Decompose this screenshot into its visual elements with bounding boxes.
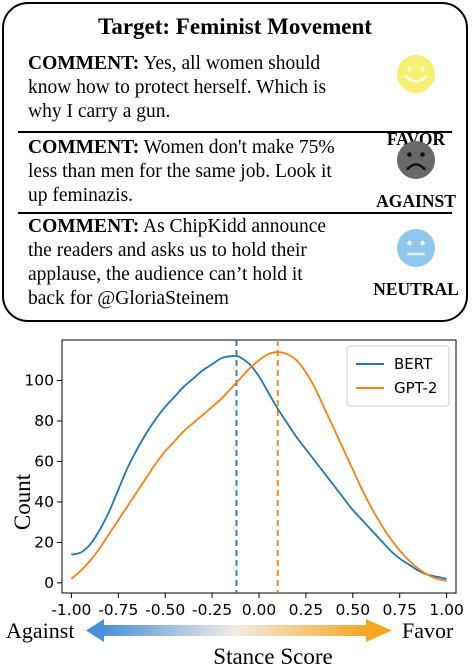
- y-tick-label: 80: [34, 412, 54, 430]
- y-tick-label: 0: [44, 574, 54, 592]
- comment-line: Women don't make 75%: [143, 137, 335, 158]
- series-line-gpt-2: [70, 351, 447, 582]
- x-tick-label: 0.00: [242, 601, 277, 619]
- legend-box: [346, 345, 450, 407]
- stance-examples-card: Target: Feminist Movement COMMENT: Yes, …: [2, 2, 468, 322]
- comment-line: less than men for the same job. Look it: [28, 161, 332, 182]
- against-label: Against: [6, 618, 74, 643]
- arrow-left-icon: [86, 619, 104, 642]
- y-tick-label: 20: [34, 533, 54, 551]
- y-axis-label: Count: [10, 473, 35, 530]
- comment-prefix: COMMENT:: [28, 53, 140, 74]
- legend: BERT GPT-2: [346, 345, 450, 407]
- legend-entry: GPT-2: [394, 379, 437, 397]
- stance-colorbar: Against Favor: [6, 618, 454, 643]
- comment-prefix: COMMENT:: [28, 216, 140, 237]
- comment-against: COMMENT: Women don't make 75% less than …: [28, 136, 368, 208]
- x-tick-label: 0.75: [382, 601, 417, 619]
- x-tick-label: 1.00: [429, 601, 464, 619]
- x-tick-label: 0.25: [289, 601, 324, 619]
- gradient-bar: [103, 625, 367, 636]
- comment-line: the readers and asks us to hold their: [28, 240, 307, 261]
- series-line-bert: [71, 355, 447, 580]
- y-tick-label: 40: [34, 493, 54, 511]
- neutral-face-icon: [397, 229, 435, 267]
- stance-score-chart: -1.00 -0.75 -0.50 -0.25 0.00 0.25 0.50 0.75 1.00…: [6, 339, 464, 669]
- plot-area: -1.00 -0.75 -0.50 -0.25 0.00 0.25 0.50 0.75 1.00…: [24, 339, 464, 619]
- x-axis-label: Stance Score: [213, 644, 332, 669]
- smiling-face-icon: [397, 55, 435, 93]
- comment-favor: COMMENT: Yes, all women should know how …: [28, 52, 368, 124]
- comment-line: know how to protect herself. Which is: [28, 77, 327, 98]
- x-tick-label: -0.50: [145, 601, 185, 619]
- separator: [18, 212, 452, 214]
- comment-neutral: COMMENT: As ChipKidd announce the reader…: [28, 215, 368, 311]
- comment-line: As ChipKidd announce: [143, 216, 327, 237]
- arrow-right-icon: [366, 619, 392, 642]
- series-layer: [70, 340, 447, 593]
- x-tick-label: 0.50: [336, 601, 371, 619]
- comment-line: why I carry a gun.: [28, 101, 171, 122]
- comment-line: Yes, all women should: [143, 53, 321, 74]
- comment-prefix: COMMENT:: [28, 137, 140, 158]
- y-tick-label: 100: [24, 371, 54, 389]
- comment-line: up feminazis.: [28, 185, 134, 206]
- stance-label-favor: FAVOR: [386, 129, 446, 149]
- y-tick-label: 60: [34, 452, 54, 470]
- x-tick-label: -1.00: [51, 601, 91, 619]
- card-title: Target: Feminist Movement: [98, 14, 372, 39]
- stance-label-against: AGAINST: [376, 191, 456, 211]
- comment-line: back for @GloriaSteinem: [28, 288, 229, 309]
- frowning-face-icon: [397, 141, 435, 179]
- separator: [18, 131, 452, 133]
- stance-label-neutral: NEUTRAL: [373, 279, 459, 299]
- x-tick-label: -0.25: [192, 601, 232, 619]
- x-tick-label: -0.75: [98, 601, 138, 619]
- legend-entry: BERT: [394, 355, 433, 373]
- comment-line: applause, the audience can’t hold it: [28, 264, 303, 285]
- favor-label: Favor: [402, 618, 454, 643]
